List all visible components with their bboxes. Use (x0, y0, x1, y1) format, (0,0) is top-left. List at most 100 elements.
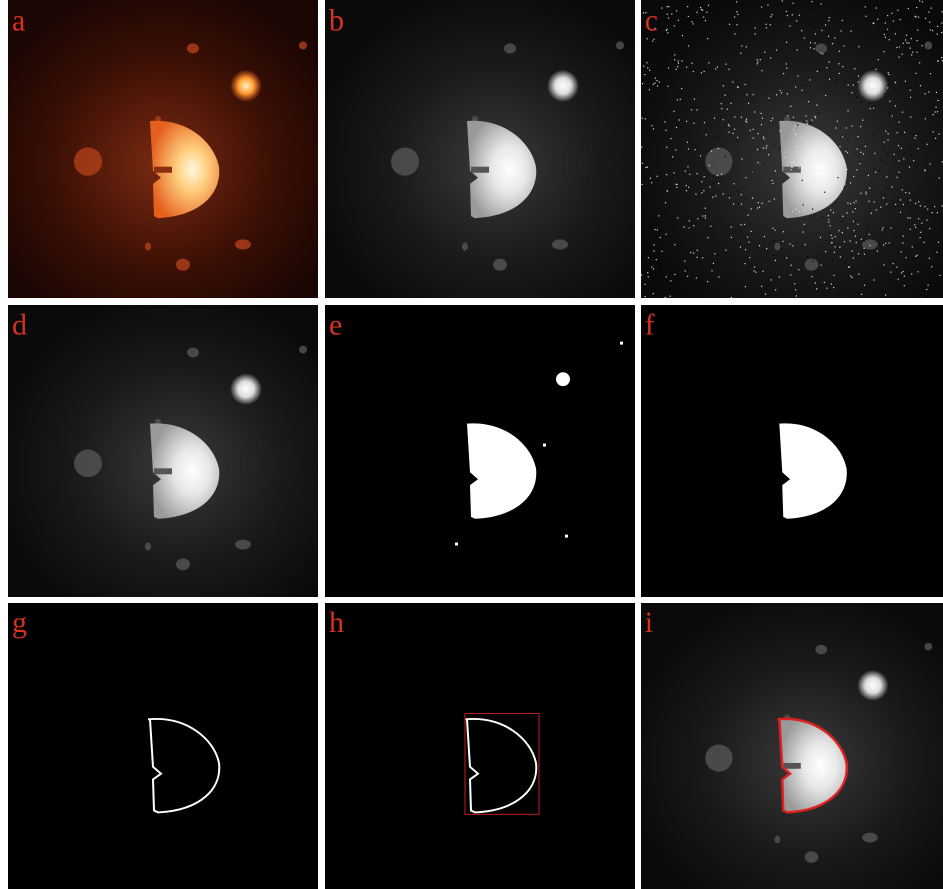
noise-dot (696, 109, 697, 110)
noise-dot (903, 43, 904, 44)
noise-dot (925, 93, 926, 94)
noise-dot (810, 47, 811, 48)
noise-dot (702, 215, 703, 216)
noise-dot (809, 217, 810, 218)
hot-spot (547, 70, 579, 102)
noise-dot (705, 217, 706, 218)
noise-dot (860, 126, 861, 127)
noise-dot (915, 73, 916, 74)
noise-dot (848, 84, 849, 85)
noise-dot (896, 47, 897, 48)
noise-dot (753, 270, 754, 271)
noise-dot (930, 29, 931, 30)
noise-dot (893, 115, 894, 116)
noise-dot (898, 57, 899, 58)
noise-dot (733, 94, 734, 95)
noise-dot (645, 286, 646, 287)
noise-dot (760, 59, 761, 60)
hot-spot (230, 373, 262, 405)
noise-dot (834, 252, 835, 253)
noise-dot (888, 74, 889, 75)
noise-dot (920, 85, 921, 86)
noise-dot (890, 227, 891, 228)
noise-dot (885, 269, 886, 270)
noise-dot (865, 46, 866, 47)
noise-dot (874, 106, 875, 107)
noise-dot (740, 53, 741, 54)
noise-dot (793, 129, 794, 130)
noise-dot (728, 132, 729, 133)
noise-dot (878, 59, 879, 60)
spot (774, 836, 780, 844)
noise-dot (851, 125, 852, 126)
noise-dot (804, 210, 805, 211)
noise-dot (805, 60, 806, 61)
noise-dot (809, 160, 810, 161)
noise-dot (856, 97, 857, 98)
noise-dot (871, 182, 872, 183)
noise-dot (687, 276, 688, 277)
noise-dot (812, 208, 813, 209)
noise-dot (835, 202, 836, 203)
noise-dot (691, 63, 692, 64)
noise-dot (790, 106, 791, 107)
noise-dot (754, 33, 755, 34)
noise-dot (815, 202, 816, 203)
noise-dot (805, 204, 806, 205)
noise-dot (903, 236, 904, 237)
spot (862, 833, 878, 843)
noise-dot (772, 118, 773, 119)
noise-dot (712, 197, 713, 198)
noise-dot (787, 15, 788, 16)
noise-dot (811, 276, 812, 277)
noise-dot (926, 220, 927, 221)
noise-dot (833, 212, 834, 213)
noise-dot (723, 119, 724, 120)
noise-dot (657, 85, 658, 86)
spot (235, 540, 251, 550)
noise-dot (706, 12, 707, 13)
noise-dot (792, 211, 793, 212)
noise-dot (729, 197, 730, 198)
noise-dot (882, 229, 883, 230)
noise-dot (647, 67, 648, 68)
noise-dot (741, 194, 742, 195)
noise-dot (930, 261, 931, 262)
noise-dot (819, 69, 820, 70)
noise-dot (713, 183, 714, 184)
noise-dot (929, 163, 930, 164)
noise-dot (680, 126, 681, 127)
noise-dot (736, 24, 737, 25)
noise-dot (858, 274, 859, 275)
noise-dot (866, 193, 867, 194)
noise-dot (849, 240, 850, 241)
noise-dot (847, 203, 848, 204)
noise-dot (753, 129, 754, 130)
noise-dot (775, 47, 776, 48)
noise-dot (645, 296, 646, 297)
noise-dot (651, 267, 652, 268)
noise-dot (815, 33, 816, 34)
noise-dot (855, 201, 856, 202)
noise-dot (641, 249, 642, 250)
noise-dot (687, 6, 688, 7)
noise-dot (738, 203, 739, 204)
noise-dot (869, 245, 870, 246)
noise-dot (836, 79, 837, 80)
noise-dot (910, 90, 911, 91)
noise-dot (815, 8, 816, 9)
noise-dot (733, 183, 734, 184)
noise-dot (916, 166, 917, 167)
noise-dot (703, 234, 704, 235)
noise-dot (779, 276, 780, 277)
noise-dot (924, 197, 925, 198)
noise-dot (668, 6, 669, 7)
noise-dot (799, 15, 800, 16)
noise-dot (873, 108, 874, 109)
noise-dot (770, 279, 771, 280)
noise-dot (772, 228, 773, 229)
noise-dot (939, 275, 940, 276)
noise-dot (734, 16, 735, 17)
noise-dot (812, 202, 813, 203)
noise-dot (774, 230, 775, 231)
